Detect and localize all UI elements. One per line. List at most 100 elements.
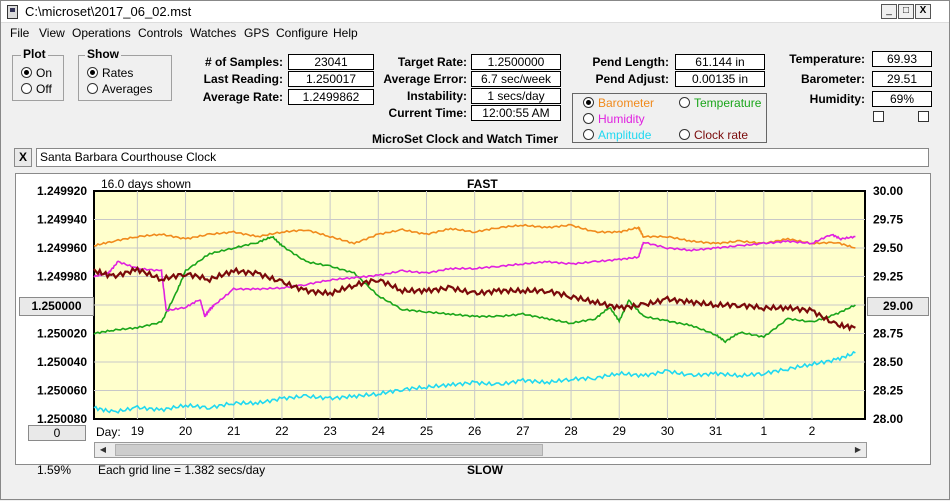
- plot-off-radio[interactable]: Off: [21, 82, 52, 96]
- y-right-tick-label: 29.75: [873, 213, 903, 227]
- y-left-tick-label: 1.250080: [37, 412, 87, 426]
- humidity-field: 69%: [872, 91, 932, 107]
- radio-selected-icon: [583, 97, 594, 108]
- y-left-tick-label: 1.249960: [37, 241, 87, 255]
- y-right-tick-label: 29.25: [873, 270, 903, 284]
- y-right-tick-label: 30.00: [873, 184, 903, 198]
- pend-length-field: 61.144 in: [675, 54, 765, 70]
- pend-adjust-field: 0.00135 in: [675, 71, 765, 87]
- samples-label: # of Samples:: [204, 55, 283, 69]
- series-line-temperature: [93, 235, 856, 344]
- barometer-field: 29.51: [872, 71, 932, 87]
- plot-group-label: Plot: [21, 47, 48, 61]
- series-selector: Barometer Temperature Humidity Amplitude…: [572, 93, 767, 143]
- series-line-amplitude: [93, 350, 856, 414]
- plot-off-label: Off: [36, 82, 52, 96]
- scroll-right-icon[interactable]: ▶: [854, 445, 862, 454]
- series-lines: [93, 223, 856, 414]
- instability-field: 1 secs/day: [471, 88, 561, 104]
- x-tick-label: 23: [323, 424, 337, 438]
- y-left-tick-label: 1.250060: [37, 384, 87, 398]
- series-temperature-label: Temperature: [694, 96, 762, 110]
- x-tick-label: 30: [661, 424, 675, 438]
- average-rate-label: Average Rate:: [202, 90, 283, 104]
- temperature-field: 69.93: [872, 51, 932, 67]
- y-left-tick-label: 1.249940: [37, 213, 87, 227]
- radio-selected-icon: [21, 67, 32, 78]
- plot-group: Plot On Off: [12, 47, 64, 101]
- y-right-tick-label: 28.75: [873, 327, 903, 341]
- show-rates-label: Rates: [102, 66, 134, 80]
- menu-controls[interactable]: Controls: [138, 26, 183, 40]
- grid: [94, 191, 865, 419]
- humidity-label: Humidity:: [809, 92, 865, 106]
- radio-selected-icon: [87, 67, 98, 78]
- menu-view[interactable]: View: [39, 26, 65, 40]
- y-right-tick-label: 28.50: [873, 355, 903, 369]
- last-reading-label: Last Reading:: [203, 72, 283, 86]
- radio-icon: [21, 83, 32, 94]
- scroll-thumb[interactable]: [115, 444, 543, 456]
- x-tick-label: 26: [468, 424, 482, 438]
- series-humidity-label: Humidity: [598, 112, 645, 126]
- show-averages-radio[interactable]: Averages: [87, 82, 152, 96]
- radio-icon: [87, 83, 98, 94]
- target-rate-field: 1.2500000: [471, 54, 561, 70]
- last-reading-field: 1.250017: [288, 71, 374, 87]
- radio-icon: [583, 113, 594, 124]
- clock-name-field[interactable]: Santa Barbara Courthouse Clock: [36, 148, 929, 167]
- menu-configure[interactable]: Configure: [276, 26, 329, 40]
- temperature-label: Temperature:: [789, 52, 865, 66]
- center-rate-button[interactable]: 1.250000: [19, 297, 94, 316]
- show-group-label: Show: [85, 47, 121, 61]
- y-left-tick-label: 1.249980: [37, 270, 87, 284]
- series-amplitude-radio[interactable]: Amplitude: [583, 128, 651, 142]
- center-env-button[interactable]: 29.00: [867, 297, 929, 316]
- show-rates-radio[interactable]: Rates: [87, 66, 133, 80]
- days-shown-label: 16.0 days shown: [101, 177, 192, 191]
- target-rate-label: Target Rate:: [397, 55, 467, 69]
- menu-watches[interactable]: Watches: [190, 26, 237, 40]
- x-tick-label: 22: [275, 424, 289, 438]
- x-tick-label: 25: [420, 424, 434, 438]
- scroll-left-icon[interactable]: ◀: [99, 445, 107, 454]
- menu-operations[interactable]: Operations: [72, 26, 131, 40]
- menu-help[interactable]: Help: [333, 26, 358, 40]
- menu-file[interactable]: File: [10, 26, 30, 40]
- radio-icon: [679, 97, 690, 108]
- x-tick-label: 27: [516, 424, 530, 438]
- x-tick-label: 20: [179, 424, 193, 438]
- time-scrollbar[interactable]: ◀ ▶: [94, 442, 867, 458]
- samples-field: 23041: [288, 54, 374, 70]
- average-error-label: Average Error:: [383, 72, 467, 86]
- minimize-button[interactable]: _: [881, 4, 897, 19]
- pend-adjust-label: Pend Adjust:: [595, 72, 669, 86]
- radio-icon: [583, 129, 594, 140]
- y-left-tick-label: 1.249920: [37, 184, 87, 198]
- y-right-tick-label: 28.25: [873, 384, 903, 398]
- slow-label: SLOW: [467, 463, 503, 477]
- percent-label: 1.59%: [37, 463, 72, 477]
- maximize-button[interactable]: □: [898, 4, 914, 19]
- y-right-tick-label: 28.00: [873, 412, 903, 426]
- plot-on-radio[interactable]: On: [21, 66, 52, 80]
- title-bar: C:\microset\2017_06_02.mst _ □ X: [1, 1, 949, 23]
- menu-gps[interactable]: GPS: [244, 26, 270, 40]
- series-temperature-radio[interactable]: Temperature: [679, 96, 761, 110]
- close-button[interactable]: X: [915, 4, 931, 19]
- series-clock-rate-radio[interactable]: Clock rate: [679, 128, 748, 142]
- app-caption: MicroSet Clock and Watch Timer: [371, 132, 559, 146]
- series-line-barometer: [93, 223, 856, 249]
- plot-on-label: On: [36, 66, 53, 80]
- series-barometer-radio[interactable]: Barometer: [583, 96, 654, 110]
- left-checkbox[interactable]: [873, 111, 884, 122]
- series-amplitude-label: Amplitude: [598, 128, 652, 142]
- day-axis-label: Day:: [96, 425, 121, 439]
- radio-icon: [679, 129, 690, 140]
- series-clock-rate-label: Clock rate: [694, 128, 749, 142]
- clear-name-button[interactable]: X: [14, 148, 32, 167]
- zero-button[interactable]: 0: [28, 425, 86, 441]
- right-checkbox[interactable]: [918, 111, 929, 122]
- series-humidity-radio[interactable]: Humidity: [583, 112, 645, 126]
- fast-label: FAST: [467, 177, 498, 191]
